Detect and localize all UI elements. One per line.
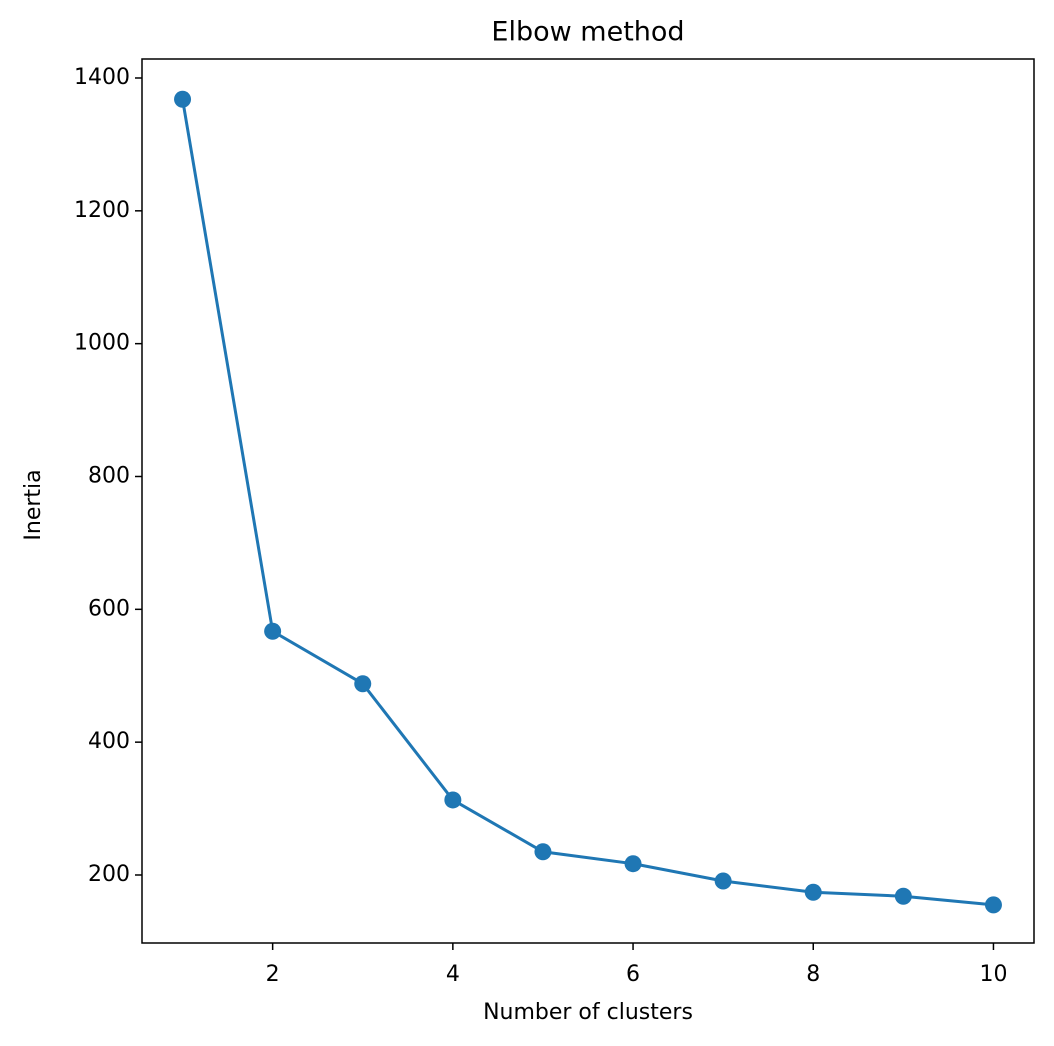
point [804, 883, 822, 901]
point [354, 675, 372, 693]
point [624, 855, 642, 873]
x-tick-label: 8 [806, 962, 820, 987]
y-tick-label: 200 [88, 862, 130, 887]
series-line [181, 98, 994, 907]
y-tick-label: 1200 [74, 198, 130, 223]
x-tick-label: 10 [979, 962, 1007, 987]
x-tick-label: 6 [626, 962, 640, 987]
point [534, 843, 552, 861]
x-tick-label: 4 [446, 962, 460, 987]
y-tick-label: 800 [88, 463, 130, 488]
point [894, 887, 912, 905]
point [264, 622, 282, 640]
plot-frame [141, 58, 1035, 944]
point [174, 90, 192, 108]
x-axis-label: Number of clusters [483, 1000, 693, 1025]
y-tick-label: 600 [88, 596, 130, 621]
y-axis-label: Inertia [21, 469, 46, 540]
y-tick-label: 400 [88, 729, 130, 754]
x-tick-label: 2 [266, 962, 280, 987]
point [444, 791, 462, 809]
y-tick-label: 1400 [74, 65, 130, 90]
point [984, 896, 1002, 914]
chart-title: Elbow method [491, 17, 684, 48]
point [714, 872, 732, 890]
y-tick-label: 1000 [74, 331, 130, 356]
